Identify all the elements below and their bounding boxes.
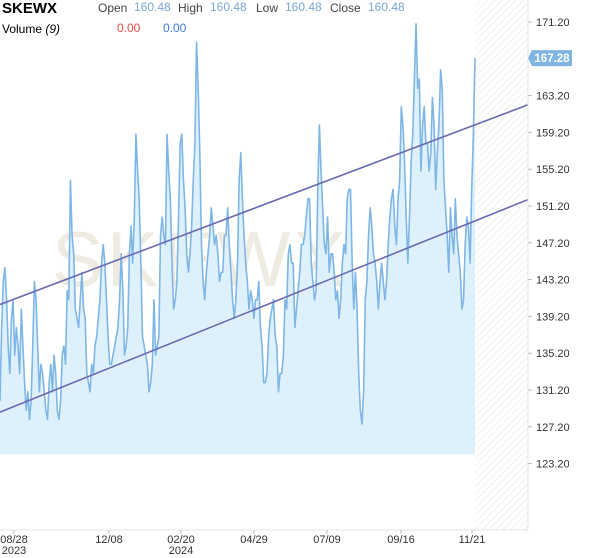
y-tick-label: 127.20 [536, 422, 570, 434]
close-value: 160.48 [368, 0, 405, 14]
low-value: 160.48 [285, 0, 322, 14]
y-tick-label: 139.20 [536, 311, 570, 323]
last-price-label: 167.28 [534, 53, 570, 65]
channel-line-upper[interactable] [0, 104, 529, 306]
x-tick-label: 08/28 [0, 534, 28, 546]
last-price-badge: 167.28 [528, 50, 572, 67]
y-tick-label: 171.20 [536, 17, 570, 29]
volume-label: Volume (9) [2, 22, 60, 36]
y-tick-label: 147.20 [536, 238, 570, 250]
high-value: 160.48 [210, 0, 247, 14]
y-tick-label: 159.20 [536, 127, 570, 139]
x-tick-year: 2024 [169, 545, 193, 557]
x-tick-label: 02/20 [167, 534, 195, 546]
y-tick-label: 155.20 [536, 164, 570, 176]
price-line [0, 23, 476, 425]
volume-label-text: Volume [2, 22, 43, 36]
y-tick-label: 131.20 [536, 385, 570, 397]
y-tick-label: 151.20 [536, 201, 570, 213]
open-value: 160.48 [134, 0, 171, 14]
x-tick-label: 04/29 [240, 534, 268, 546]
chart-header: SKEWX Open 160.48 High 160.48 Low 160.48… [0, 0, 600, 40]
x-tick-year: 2023 [2, 545, 26, 557]
open-label: Open [98, 1, 128, 15]
close-label: Close [330, 1, 361, 15]
channel-line-lower[interactable] [0, 198, 529, 413]
volume-period: (9) [45, 22, 61, 36]
y-axis: 171.20 163.20 159.20 155.20 151.20 147.20 143.… [528, 17, 570, 471]
x-tick-label: 11/21 [459, 534, 486, 546]
high-label: High [178, 1, 203, 15]
volume-value-b: 0.00 [163, 21, 187, 35]
y-tick-label: 163.20 [536, 91, 570, 103]
symbol-title: SKEWX [2, 0, 58, 17]
x-tick-label: 12/08 [95, 534, 123, 546]
volume-value-a: 0.00 [117, 21, 141, 35]
x-tick-label: 07/09 [313, 534, 341, 546]
price-area [0, 23, 475, 455]
future-zone [475, 0, 528, 530]
y-tick-label: 143.20 [536, 275, 570, 287]
x-tick-label: 09/16 [387, 534, 415, 546]
y-tick-label: 123.20 [536, 459, 570, 471]
y-tick-label: 135.20 [536, 348, 570, 360]
low-label: Low [256, 1, 279, 15]
